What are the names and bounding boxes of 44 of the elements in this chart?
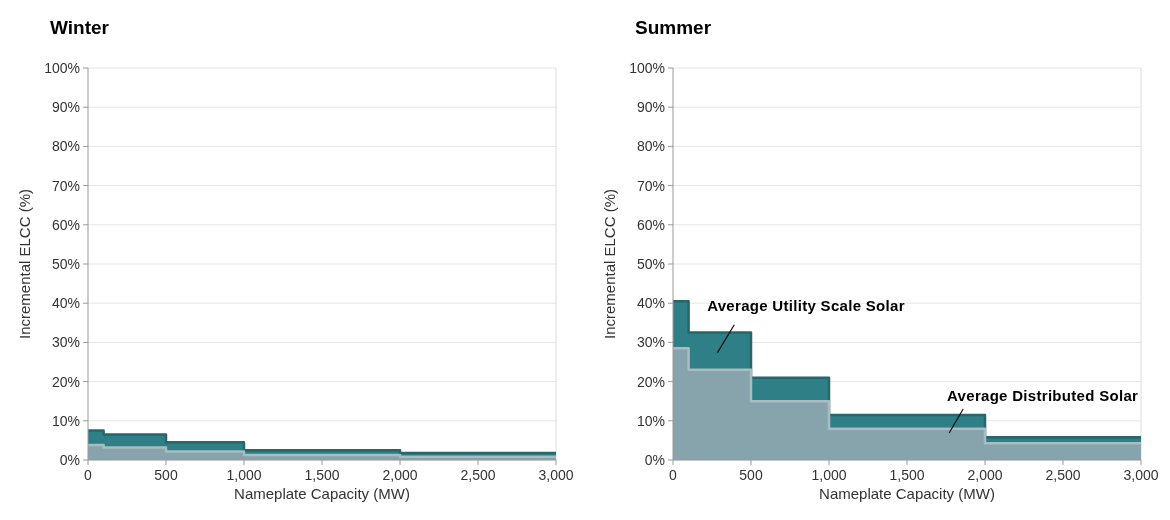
y-tick-label: 80% xyxy=(636,138,665,155)
y-tick-label: 90% xyxy=(636,99,665,116)
x-tick-label: 2,000 xyxy=(967,467,1003,483)
x-tick-label: 2,000 xyxy=(382,467,418,483)
x-tick-label: 500 xyxy=(739,467,763,483)
y-tick-label: 70% xyxy=(636,177,665,194)
y-tick-label: 50% xyxy=(51,255,80,272)
y-tick-label: 90% xyxy=(51,99,80,116)
chart-title: Winter xyxy=(50,17,110,38)
y-tick-label: 20% xyxy=(636,373,665,390)
annotation: Average Utility Scale Solar xyxy=(707,297,905,315)
x-tick-label: 500 xyxy=(154,467,178,483)
annotation: Average Distributed Solar xyxy=(947,387,1139,405)
x-tick-label: 0 xyxy=(669,467,678,483)
x-tick-label: 2,500 xyxy=(1045,467,1081,483)
y-tick-label: 60% xyxy=(51,216,80,233)
y-tick-label: 30% xyxy=(636,334,665,351)
x-tick-label: 1,000 xyxy=(226,467,262,483)
chart-title: Summer xyxy=(635,17,712,38)
y-tick-label: 70% xyxy=(51,177,80,194)
y-tick-label: 40% xyxy=(636,295,665,312)
y-tick-label: 0% xyxy=(59,451,80,468)
y-tick-label: 50% xyxy=(636,255,665,272)
y-axis-title: Incremental ELCC (%) xyxy=(16,188,33,340)
x-tick-label: 2,500 xyxy=(460,467,496,483)
x-axis-title: Nameplate Capacity (MW) xyxy=(819,485,995,502)
y-tick-label: 100% xyxy=(629,59,665,76)
y-tick-label: 60% xyxy=(636,216,665,233)
y-tick-label: 10% xyxy=(51,412,80,429)
x-tick-label: 1,500 xyxy=(304,467,340,483)
x-tick-label: 3,000 xyxy=(538,467,574,483)
x-tick-label: 1,500 xyxy=(889,467,925,483)
y-tick-label: 0% xyxy=(644,451,665,468)
y-tick-label: 100% xyxy=(44,59,80,76)
y-tick-label: 20% xyxy=(51,373,80,390)
x-tick-label: 3,000 xyxy=(1123,467,1159,483)
y-axis-title: Incremental ELCC (%) xyxy=(601,188,618,340)
x-axis-title: Nameplate Capacity (MW) xyxy=(234,485,410,502)
x-tick-label: 0 xyxy=(84,467,93,483)
y-tick-label: 10% xyxy=(636,412,665,429)
y-tick-label: 80% xyxy=(51,138,80,155)
y-tick-label: 30% xyxy=(51,334,80,351)
y-tick-label: 40% xyxy=(51,295,80,312)
x-tick-label: 1,000 xyxy=(811,467,847,483)
